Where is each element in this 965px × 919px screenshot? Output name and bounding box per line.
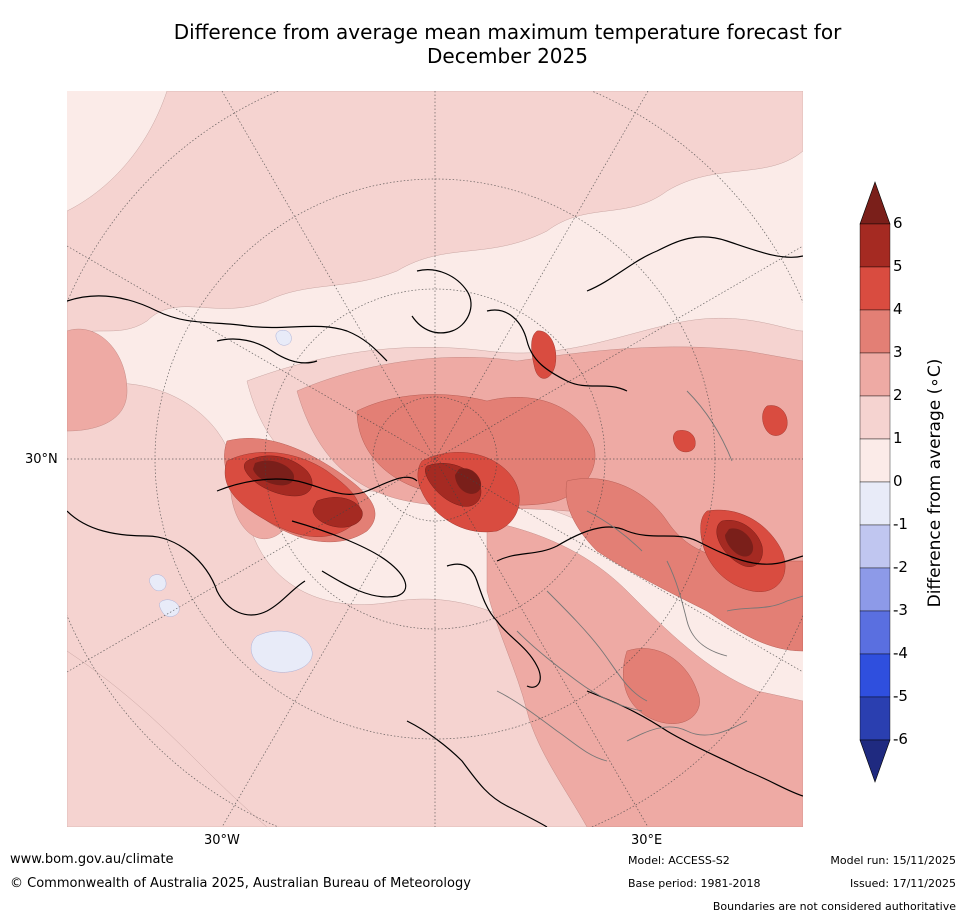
lon-label-30e: 30°E (631, 833, 663, 848)
forecast-map (67, 91, 803, 827)
colorbar-bin (859, 223, 891, 268)
colorbar-tick-label: 6 (893, 214, 903, 232)
colorbar-tick-label: 1 (893, 429, 903, 447)
coastlines (67, 236, 803, 827)
footer-copyright: © Commonwealth of Australia 2025, Austra… (10, 876, 471, 891)
colorbar-tick-label: -4 (893, 644, 908, 662)
colorbar-under-triangle (859, 739, 891, 783)
footer-issued: Issued: 17/11/2025 (849, 877, 956, 890)
title-line-2: December 2025 (427, 44, 588, 68)
colorbar-tick-label: -3 (893, 601, 908, 619)
colorbar-bin (859, 266, 891, 311)
footer-website[interactable]: www.bom.gov.au/climate (10, 852, 174, 867)
colorbar-tick-label: -1 (893, 515, 908, 533)
footer-model-run: Model run: 15/11/2025 (830, 854, 956, 867)
colorbar-tick-label: 0 (893, 472, 903, 490)
lat-label-30n: 30°N (25, 452, 58, 467)
colorbar-bin (859, 567, 891, 612)
colorbar-tick-label: -2 (893, 558, 908, 576)
footer-model: Model: ACCESS-S2 (628, 854, 730, 867)
colorbar-bin (859, 438, 891, 483)
colorbar-bin (859, 352, 891, 397)
footer-base-period: Base period: 1981-2018 (628, 877, 761, 890)
colorbar-bin (859, 653, 891, 698)
colorbar-tick-label: 5 (893, 257, 903, 275)
colorbar-tick-label: 2 (893, 386, 903, 404)
lon-label-30w: 30°W (204, 833, 240, 848)
colorbar-bin (859, 524, 891, 569)
below-average-regions (149, 330, 313, 673)
title-line-1: Difference from average mean maximum tem… (173, 20, 842, 44)
colorbar (859, 181, 891, 783)
footer-disclaimer: Boundaries are not considered authoritat… (712, 900, 956, 913)
colorbar-bin (859, 481, 891, 526)
colorbar-tick-label: 3 (893, 343, 903, 361)
colorbar-over-triangle (859, 181, 891, 225)
country-boundaries (496, 390, 803, 762)
colorbar-bin (859, 610, 891, 655)
colorbar-bin (859, 309, 891, 354)
colorbar-tick-label: 4 (893, 300, 903, 318)
graticule (67, 91, 803, 827)
colorbar-bin (859, 696, 891, 741)
colorbar-title: Difference from average (∘C) (925, 358, 945, 608)
colorbar-tick-label: -6 (893, 730, 908, 748)
colorbar-bin (859, 395, 891, 440)
chart-title: Difference from average mean maximum tem… (100, 20, 915, 68)
colorbar-tick-label: -5 (893, 687, 908, 705)
